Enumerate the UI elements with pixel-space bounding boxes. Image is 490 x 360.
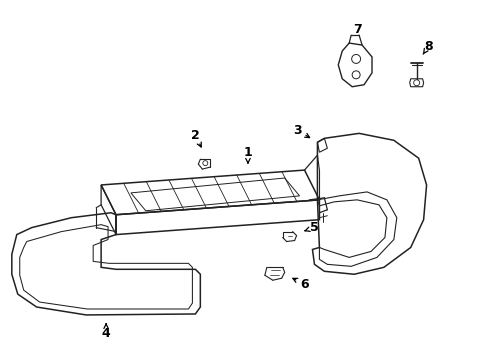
Text: 5: 5 <box>310 221 319 234</box>
Text: 3: 3 <box>294 124 302 137</box>
Text: 8: 8 <box>424 40 433 53</box>
Text: 2: 2 <box>191 129 200 142</box>
Text: 1: 1 <box>244 146 252 159</box>
Text: 7: 7 <box>353 23 362 36</box>
Text: 4: 4 <box>102 327 110 340</box>
Text: 6: 6 <box>300 278 309 291</box>
